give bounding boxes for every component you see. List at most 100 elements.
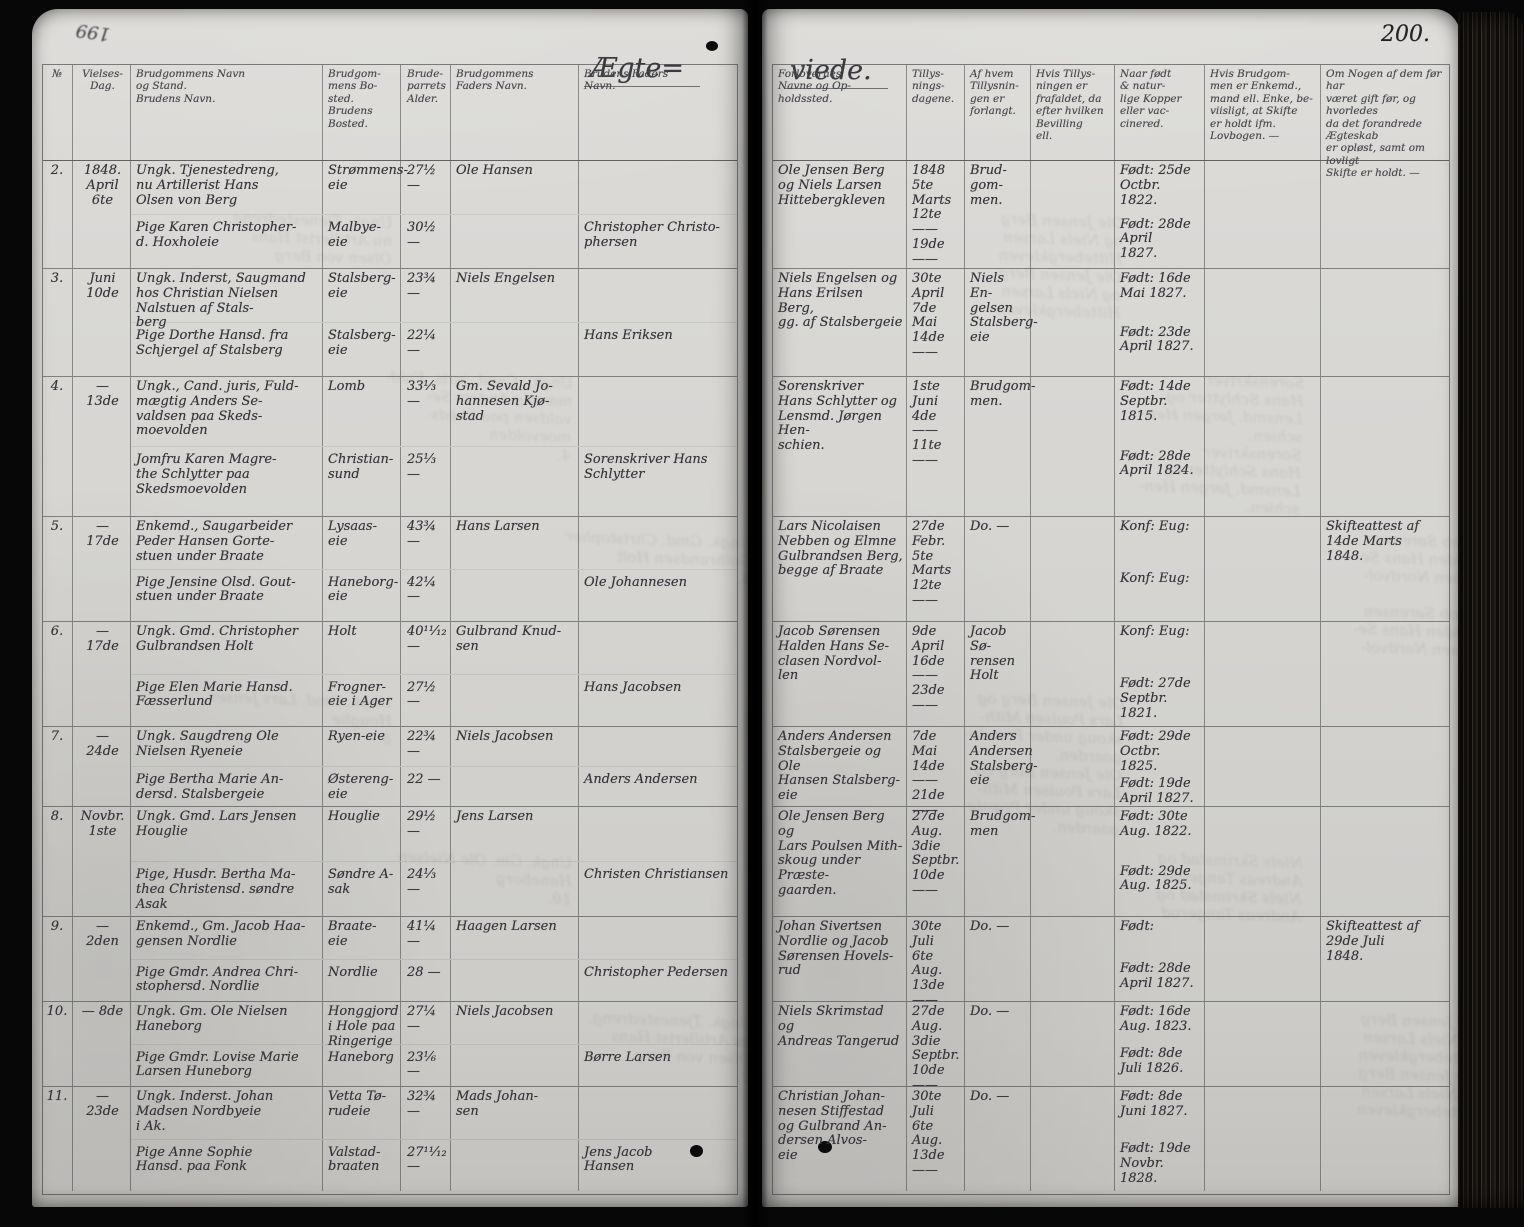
banns-dates-cell: 27de Aug. 3die Septbr. 10de —— xyxy=(907,807,965,916)
remarks-cell xyxy=(1321,807,1449,916)
entry-main: Enkemd., Saugarbeider Peder Hansen Gorte… xyxy=(131,517,737,621)
bride-residence-cell: Haneborg- eie xyxy=(323,569,401,621)
bride-residence-cell: Christian- sund xyxy=(323,447,401,516)
remarks-cell xyxy=(1321,161,1449,268)
marriage-entry-right: Sorenskriver Hans Schlytter og Lensmd. J… xyxy=(773,376,1449,516)
marriage-entry-right: Niels Skrimstad og Andreas Tangerud 27de … xyxy=(773,1001,1449,1093)
groom-age-cell: 27½ — xyxy=(401,161,451,214)
wedding-date-cell: Juni 10de xyxy=(73,269,131,376)
banns-dates-cell: 30te Juli 6te Aug. 13de —— xyxy=(907,917,965,1008)
marriage-entry-right: Anders Andersen Stalsbergeie og Ole Hans… xyxy=(773,726,1449,818)
bride-father-cell: Børre Larsen xyxy=(584,1049,671,1065)
bride-age-cell: 42¼ — xyxy=(401,569,451,621)
witnesses-cell: Lars Nicolaisen Nebben og Elmne Gulbrand… xyxy=(773,517,907,621)
bride-residence-cell: Valstad- braaten xyxy=(323,1139,401,1191)
birth-vaccination-cell: Konf: Eug: Født: 27de Septbr. 1821. xyxy=(1115,622,1205,726)
entry-main: Ungk. Gm. Ole Nielsen Haneborg Honggjord … xyxy=(131,1002,737,1086)
estate-settlement-cell xyxy=(1205,269,1321,376)
column-header-alder: Brude- parrets Alder. xyxy=(401,65,451,160)
column-header-forlovere: Forlovernes Navne og Op- holdssted. xyxy=(773,65,907,160)
groom-residence-cell: Holt xyxy=(323,622,401,674)
estate-settlement-cell xyxy=(1205,161,1321,268)
bride-subrow: Pige Karen Christopher- d. Hoxholeie Malb… xyxy=(131,214,737,268)
empty-cell xyxy=(579,161,737,214)
empty-cell xyxy=(579,807,737,861)
column-header-no: № xyxy=(43,65,73,160)
empty-cell xyxy=(451,862,579,916)
empty-cell xyxy=(451,1139,579,1191)
bride-subrow: Pige Anne Sophie Hansd. paa Fonk Valstad-… xyxy=(131,1138,737,1191)
wedding-date-cell: — 17de xyxy=(73,517,131,621)
empty-cell xyxy=(579,727,737,766)
marriage-entry: 8. Novbr. 1ste Ungk. Gmd. Lars Jensen Houg… xyxy=(43,806,737,916)
empty-cell xyxy=(579,517,737,569)
groom-subrow: Ungk. Gm. Ole Nielsen Haneborg Honggjord … xyxy=(131,1002,737,1048)
wedding-date-cell: — 2den xyxy=(73,917,131,1001)
groom-subrow: Enkemd., Gm. Jacob Haa- gensen Nordlie Br… xyxy=(131,917,737,959)
empty-cell xyxy=(451,959,579,1001)
marriage-entry-right: Ole Jensen Berg og Lars Poulsen Mith- sk… xyxy=(773,806,1449,916)
banns-dates-cell: 9de April 16de —— 23de —— xyxy=(907,622,965,726)
wedding-date-cell: — 23de xyxy=(73,1087,131,1191)
groom-name-cell: Ungk. Inderst. Johan Madsen Nordbyeie i … xyxy=(131,1087,323,1139)
banns-dates-cell: 1ste Juni 4de —— 11te —— xyxy=(907,377,965,516)
groom-residence-cell: Stalsberg- eie xyxy=(323,269,401,322)
birth-vaccination-cell: Født: 29de Octbr. 1825. Født: 19de April … xyxy=(1115,727,1205,806)
bride-name-cell: Pige Elen Marie Hansd. Fæsserlund xyxy=(131,674,323,726)
groom-age-cell: 27¼ — xyxy=(401,1002,451,1044)
bride-born-cell: Født: 23de April 1827. xyxy=(1120,324,1194,355)
bride-residence-cell: Malbye- eie xyxy=(323,215,401,268)
groom-name-cell: Ungk. Gm. Ole Nielsen Haneborg xyxy=(131,1002,323,1044)
bride-born-cell: Født: 19de April 1827. xyxy=(1120,776,1194,807)
column-header-afhvem: Af hvem Tillysnin- gen er forlangt. xyxy=(965,65,1031,160)
bride-subrow: Pige Gmdr. Andrea Chri- stophersd. Nordl… xyxy=(131,958,737,1001)
ink-blot xyxy=(706,41,718,51)
empty-cell xyxy=(451,674,579,726)
marriage-entry: 9. — 2den Enkemd., Gm. Jacob Haa- gensen N… xyxy=(43,916,737,1001)
empty-cell xyxy=(579,377,737,446)
witnesses-cell: Johan Sivertsen Nordlie og Jacob Sørense… xyxy=(773,917,907,1001)
bride-born-cell: Født: 28de April 1824. xyxy=(1120,448,1194,479)
groom-born-cell: Født: 14de Septbr. 1815. xyxy=(1120,379,1191,424)
groom-born-cell: Konf: Eug: xyxy=(1120,519,1190,534)
groom-age-cell: 43¾ — xyxy=(401,517,451,569)
bride-age-cell: 23⅙ — xyxy=(401,1044,451,1086)
bride-name-cell: Pige Dorthe Hansd. fra Schjergel af Stal… xyxy=(131,323,323,376)
banns-requested-by-cell: Do. — xyxy=(965,1002,1031,1086)
marriage-entry: 3. Juni 10de Ungk. Inderst, Saugmand hos C… xyxy=(43,268,737,376)
marriage-entry-right: Niels Engelsen og Hans Erilsen Berg, gg.… xyxy=(773,268,1449,376)
bride-age-cell: 27¹¹⁄₁₂ — xyxy=(401,1139,451,1191)
entry-main: Ungk. Inderst. Johan Madsen Nordbyeie i … xyxy=(131,1087,737,1191)
groom-subrow: Ungk. Gmd. Lars Jensen Houglie Houglie 29½… xyxy=(131,807,737,861)
entry-main: Ungk. Gmd. Lars Jensen Houglie Houglie 29½… xyxy=(131,807,737,916)
empty-cell xyxy=(579,622,737,674)
bride-name-cell: Jomfru Karen Magre- the Schlytter paa Sk… xyxy=(131,447,323,516)
banns-waived-cell xyxy=(1031,517,1115,621)
banns-dates-cell: 27de Aug. 3die Septbr. 10de —— xyxy=(907,1002,965,1093)
bride-residence-cell: Søndre A- sak xyxy=(323,862,401,916)
witnesses-cell: Niels Skrimstad og Andreas Tangerud xyxy=(773,1002,907,1086)
banns-requested-by-cell: Do. — xyxy=(965,917,1031,1001)
bride-name-cell: Pige Bertha Marie An- dersd. Stalsbergei… xyxy=(131,767,323,806)
entry-main: Enkemd., Gm. Jacob Haa- gensen Nordlie Br… xyxy=(131,917,737,1001)
empty-cell xyxy=(579,269,737,322)
bride-father-cell: Hans Eriksen xyxy=(584,328,673,343)
banns-requested-by-cell: Brudgom- men xyxy=(965,807,1035,916)
witnesses-cell: Ole Jensen Berg og Niels Larsen Hitteber… xyxy=(773,161,907,268)
banns-waived-cell xyxy=(1031,161,1115,268)
groom-father-cell: Gulbrand Knud- sen xyxy=(451,622,579,674)
groom-father-cell: Gm. Sevald Jo- hannesen Kjø- stad xyxy=(451,377,579,446)
page-title-right-text: viede. xyxy=(784,54,888,89)
groom-father-cell: Haagen Larsen xyxy=(451,917,579,959)
entry-main: Ungk., Cand. juris, Fuld- mægtig Anders … xyxy=(131,377,737,516)
column-header-fodt: Naar født & natur- lige Kopper eller vac… xyxy=(1115,65,1205,160)
groom-father-cell: Niels Jacobsen xyxy=(451,1002,579,1044)
witnesses-cell: Christian Johan- nesen Stiffestad og Gul… xyxy=(773,1087,907,1191)
banns-requested-by-cell: Brud- gom- men. xyxy=(965,161,1031,268)
bride-subrow: Pige Elen Marie Hansd. Fæsserlund Frogner… xyxy=(131,673,737,726)
banns-waived-cell xyxy=(1031,269,1115,376)
groom-residence-cell: Houglie xyxy=(323,807,401,861)
birth-vaccination-cell: Født: 16de Mai 1827. Født: 23de April 182… xyxy=(1115,269,1205,376)
left-table-body: 2. 1848. April 6te Ungk. Tjenestedreng, nu… xyxy=(43,161,737,1191)
groom-born-cell: Født: xyxy=(1120,919,1155,934)
